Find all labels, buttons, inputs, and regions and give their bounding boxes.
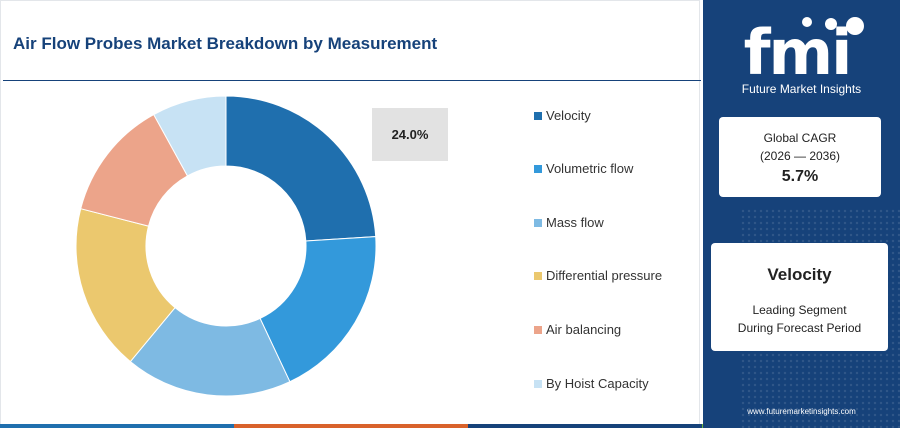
legend-swatch (534, 111, 542, 120)
chart-card: Air Flow Probes Market Breakdown by Meas… (0, 0, 701, 428)
donut-chart (75, 95, 377, 397)
leading-segment-description: Leading Segment During Forecast Period (711, 301, 888, 337)
summary-panel: fmi Future Market Insights Global CAGR (… (703, 0, 900, 428)
segment-desc-line2: During Forecast Period (737, 321, 862, 335)
legend-label: Mass flow (546, 215, 604, 230)
cagr-label-line2: (2026 — 2036) (759, 149, 841, 163)
bottom-accent-blue (0, 424, 234, 428)
highlight-callout: 24.0% (372, 108, 448, 161)
legend-swatch (534, 218, 542, 227)
logo-globe-icon (846, 17, 864, 35)
website-link[interactable]: www.futuremarketinsights.com (747, 407, 856, 416)
legend-swatch (534, 325, 542, 334)
segment-desc-line1: Leading Segment (752, 303, 847, 317)
cagr-value: 5.7% (781, 168, 819, 185)
bottom-accent-orange (234, 424, 468, 428)
legend-swatch (534, 164, 542, 173)
donut-slice-velocity (225, 95, 377, 242)
legend-swatch (534, 379, 542, 388)
legend-label: Velocity (546, 108, 591, 123)
chart-title: Air Flow Probes Market Breakdown by Meas… (13, 34, 438, 53)
logo-figure-icon (825, 18, 837, 30)
title-divider (3, 80, 701, 81)
donut-slice-by-hoist-capacity (153, 95, 227, 177)
donut-slice-volumetric-flow (259, 236, 377, 383)
cagr-label: Global CAGR (2026 — 2036) (719, 129, 881, 165)
logo-map-icon (802, 17, 812, 27)
callout-value: 24.0% (391, 127, 429, 142)
legend-label: Volumetric flow (546, 161, 634, 176)
cagr-label-line1: Global CAGR (763, 131, 837, 145)
legend-item: Mass flow (534, 215, 604, 230)
fmi-logo: fmi (744, 16, 864, 78)
legend-label: Differential pressure (546, 268, 663, 283)
leading-segment-card: Velocity Leading Segment During Forecast… (711, 243, 888, 351)
legend-item: Volumetric flow (534, 161, 633, 176)
legend-label: By Hoist Capacity (546, 376, 649, 391)
legend-item: Differential pressure (534, 268, 662, 283)
legend-swatch (534, 271, 542, 280)
legend-label: Air balancing (546, 322, 622, 337)
legend-item: Velocity (534, 108, 591, 123)
cagr-card: Global CAGR (2026 — 2036) 5.7% (719, 117, 881, 197)
leading-segment-name: Velocity (767, 265, 832, 284)
legend-item: By Hoist Capacity (534, 376, 649, 391)
legend-item: Air balancing (534, 322, 621, 337)
logo-subtitle: Future Market Insights (741, 82, 862, 96)
bottom-accent-navy (468, 424, 702, 428)
